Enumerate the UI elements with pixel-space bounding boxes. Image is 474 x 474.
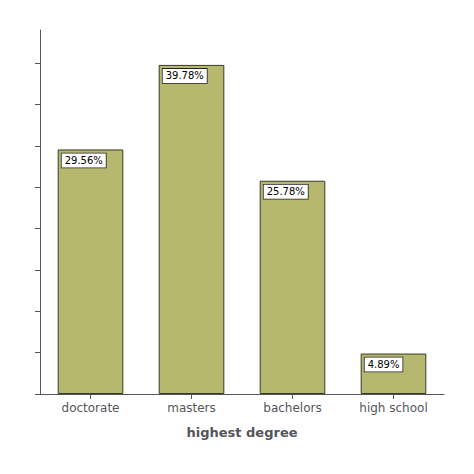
svg-text:4.89%: 4.89% [368, 359, 400, 370]
svg-text:highest degree: highest degree [186, 425, 297, 440]
svg-text:39.78%: 39.78% [166, 70, 204, 81]
svg-text:high school: high school [359, 401, 427, 415]
svg-text:25.78%: 25.78% [267, 186, 305, 197]
svg-text:masters: masters [167, 401, 216, 415]
svg-text:29.56%: 29.56% [65, 155, 103, 166]
svg-text:doctorate: doctorate [62, 401, 120, 415]
svg-text:bachelors: bachelors [263, 401, 321, 415]
